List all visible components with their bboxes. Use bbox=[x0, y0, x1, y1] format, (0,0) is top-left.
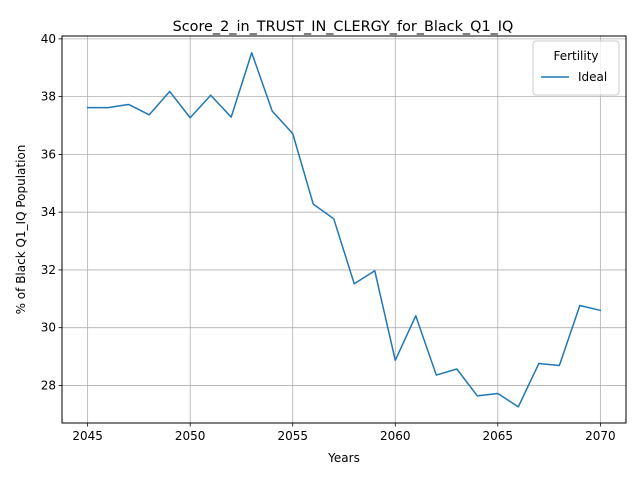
legend: Fertility Ideal bbox=[532, 40, 620, 96]
y-tick-label: 28 bbox=[41, 378, 56, 392]
series-line-ideal bbox=[86, 52, 602, 408]
y-tick-label: 36 bbox=[41, 147, 56, 161]
y-axis-ticks: 28 30 32 34 36 38 40 bbox=[41, 32, 62, 392]
x-axis-label: Years bbox=[327, 451, 360, 465]
legend-entry-ideal: Ideal bbox=[578, 70, 607, 84]
y-tick-label: 38 bbox=[41, 90, 56, 104]
series-lines bbox=[86, 52, 602, 408]
y-axis-label: % of Black Q1_IQ Population bbox=[14, 145, 28, 315]
y-tick-label: 40 bbox=[41, 32, 56, 46]
y-tick-label: 32 bbox=[41, 263, 56, 277]
x-tick-label: 2070 bbox=[585, 429, 616, 443]
x-tick-label: 2045 bbox=[72, 429, 103, 443]
legend-box bbox=[532, 40, 620, 96]
x-tick-label: 2055 bbox=[277, 429, 308, 443]
x-tick-label: 2065 bbox=[483, 429, 514, 443]
grid-lines bbox=[62, 36, 626, 423]
x-axis-ticks: 2045 2050 2055 2060 2065 2070 bbox=[72, 423, 616, 443]
chart-title: Score_2_in_TRUST_IN_CLERGY_for_Black_Q1_… bbox=[173, 19, 514, 35]
x-tick-label: 2050 bbox=[175, 429, 206, 443]
x-tick-label: 2060 bbox=[380, 429, 411, 443]
y-tick-label: 30 bbox=[41, 321, 56, 335]
plot-frame bbox=[61, 35, 627, 424]
y-tick-label: 34 bbox=[41, 205, 56, 219]
legend-title: Fertility bbox=[553, 49, 598, 63]
